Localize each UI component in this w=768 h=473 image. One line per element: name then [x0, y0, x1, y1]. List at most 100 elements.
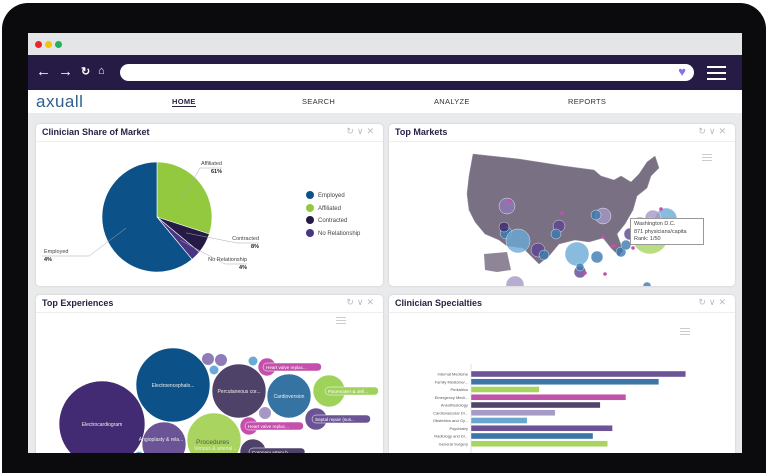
- bar: [470, 394, 627, 401]
- legend-no-relationship[interactable]: No Relationship: [306, 228, 360, 241]
- chart-menu-icon[interactable]: [702, 154, 712, 163]
- bar: [470, 378, 660, 385]
- category-label: Obstetrics and Gy...: [433, 418, 468, 423]
- legend-contracted[interactable]: Contracted: [306, 215, 360, 228]
- bubble-label: Cardioversion: [274, 394, 305, 400]
- market-bubble: [564, 241, 590, 267]
- map-tooltip: Washington D.C. 871 physicians/capita Rank…: [630, 218, 704, 245]
- pie-slice-employed: [101, 161, 193, 273]
- bubble-label-pill: [262, 362, 322, 372]
- market-bubble: [620, 239, 632, 251]
- bubble-label: Electroencephalo...: [152, 383, 195, 389]
- small-bubble: [215, 354, 227, 366]
- bar: [470, 425, 613, 432]
- nav-reports[interactable]: REPORTS: [568, 97, 607, 106]
- slice-value-label: 8%: [251, 244, 259, 250]
- browser-toolbar: ← → ↻ ⌂ ♥: [28, 55, 742, 90]
- bubble-label-pill: [311, 414, 371, 424]
- close-window-dot[interactable]: [35, 41, 42, 48]
- small-bubble: [248, 356, 258, 366]
- bar: [470, 417, 528, 424]
- panel-title: Top Markets: [395, 127, 448, 137]
- legend-affiliated[interactable]: Affiliated: [306, 203, 360, 216]
- category-label: Cardiovascular Di...: [433, 410, 468, 415]
- category-label: Anesthesiology: [441, 403, 468, 408]
- market-bubble: [590, 209, 602, 221]
- panel-controls[interactable]: ↻∨✕: [346, 297, 377, 307]
- x-axis-label: Procedures: [196, 439, 230, 446]
- slice-value-label: 4%: [44, 257, 52, 263]
- market-bubble: [590, 250, 604, 264]
- procedure-bubble: [58, 380, 146, 453]
- top-markets-panel: Top Markets ↻∨✕ Washington D.C. 871 physi…: [389, 124, 735, 286]
- small-bubble: [259, 407, 271, 419]
- bar-chart: Internal Medicine Family Medicine/... Pedi…: [433, 364, 686, 453]
- panel-controls[interactable]: ↻∨✕: [346, 126, 377, 136]
- bar: [470, 432, 594, 440]
- bar: [470, 386, 540, 393]
- clinician-specialties-panel: Clinician Specialties ↻∨✕ Internal Medic…: [389, 295, 735, 453]
- app-header: axuall HOME SEARCH ANALYZE REPORTS: [28, 90, 742, 113]
- leader-line: [185, 232, 259, 244]
- leader-line: [42, 227, 127, 257]
- forward-arrow-icon[interactable]: →: [58, 63, 73, 80]
- bubble-label: Septal repair (sus...: [315, 417, 355, 422]
- reload-icon[interactable]: ↻: [81, 66, 91, 78]
- category-label: Pediatrics: [450, 387, 468, 392]
- category-label: General Surgery: [439, 441, 468, 446]
- slice-value-label: 4%: [239, 265, 247, 271]
- market-dot: [508, 199, 512, 203]
- hamburger-menu-icon[interactable]: [707, 66, 726, 84]
- market-bubble: [550, 228, 562, 240]
- slice-name-label: No Relationship: [208, 257, 247, 263]
- bubble-label-pill: [244, 421, 304, 431]
- bubble-label: Angioplasty & rela...: [139, 437, 183, 443]
- bar: [470, 440, 608, 447]
- nav-home[interactable]: HOME: [172, 97, 196, 107]
- slice-name-label: Employed: [44, 249, 68, 255]
- panel-controls[interactable]: ↻∨✕: [698, 126, 729, 136]
- panel-title: Clinician Share of Market: [42, 127, 150, 137]
- chart-menu-icon[interactable]: [336, 317, 346, 326]
- category-label: Psychiatry: [450, 426, 468, 431]
- market-dot: [583, 271, 587, 275]
- bubble-label: Coronary artery b...: [252, 450, 292, 453]
- leader-line: [180, 240, 247, 265]
- category-label: Emergency Medi...: [435, 395, 468, 400]
- maximize-window-dot[interactable]: [55, 41, 62, 48]
- market-bubble: [505, 275, 525, 286]
- panel-controls[interactable]: ↻∨✕: [698, 297, 729, 307]
- market-dot: [603, 272, 607, 276]
- bubble-label: Venous & arterial ...: [194, 446, 238, 452]
- window-chrome: [28, 33, 742, 55]
- chart-menu-icon[interactable]: [680, 328, 690, 337]
- bubble-label-pill: [324, 386, 379, 396]
- home-icon[interactable]: ⌂: [98, 65, 105, 77]
- bar: [470, 370, 686, 378]
- category-label: Family Medicine/...: [435, 379, 468, 384]
- procedure-bubble: [266, 373, 312, 419]
- logo: axuall: [36, 92, 84, 111]
- slice-name-label: Affiliated: [201, 161, 222, 167]
- us-map: [466, 153, 678, 286]
- minimize-window-dot[interactable]: [45, 41, 52, 48]
- nav-analyze[interactable]: ANALYZE: [434, 97, 470, 106]
- url-bar[interactable]: [120, 64, 694, 81]
- pie-legend: Employed Affiliated Contracted No Relati…: [306, 190, 360, 240]
- back-arrow-icon[interactable]: ←: [36, 63, 51, 80]
- legend-employed[interactable]: Employed: [306, 190, 360, 203]
- heart-icon[interactable]: ♥: [678, 64, 686, 79]
- bubble-label: Heart valve replac...: [266, 365, 307, 370]
- nav-search[interactable]: SEARCH: [302, 97, 336, 106]
- alaska-shape: [484, 252, 511, 272]
- bubble-label: Percutaneous cor...: [217, 389, 260, 395]
- clinician-share-panel: Clinician Share of Market ↻∨✕ Affiliated…: [36, 124, 383, 286]
- procedure-bubble: [186, 412, 242, 453]
- bar: [470, 401, 601, 409]
- bubble-label: Heart valve replac...: [248, 424, 289, 429]
- market-bubble: [505, 228, 531, 254]
- category-label: Radiology and Di...: [434, 434, 468, 439]
- screen: ← → ↻ ⌂ ♥ axuall HOME SEARCH ANALYZE REP…: [28, 33, 742, 453]
- bubble-label: Electrocardiogram: [82, 422, 123, 428]
- procedure-bubble: [141, 421, 187, 453]
